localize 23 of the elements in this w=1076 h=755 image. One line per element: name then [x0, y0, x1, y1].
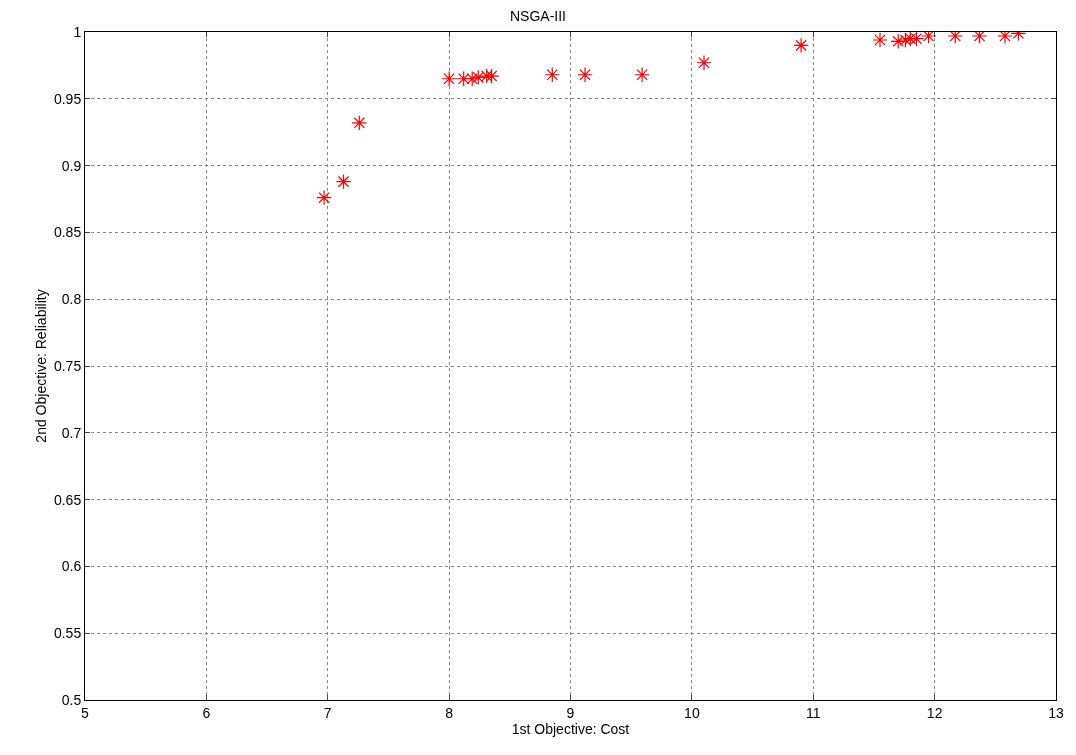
- chart-title: NSGA-III: [509, 8, 567, 25]
- y-tick-label: 0.9: [61, 157, 82, 174]
- y-axis-title: 2nd Objective: Reliability: [32, 289, 49, 443]
- x-axis-title: 1st Objective: Cost: [511, 721, 630, 738]
- y-tick-label: 0.7: [61, 424, 82, 441]
- y-tick-label: 0.5: [61, 691, 82, 708]
- y-tick-label: 0.85: [53, 224, 82, 241]
- x-tick-label: 12: [926, 704, 943, 721]
- x-tick-label: 10: [684, 704, 700, 721]
- y-tick-label: 0.65: [53, 491, 82, 508]
- y-tick-label: 1: [73, 23, 82, 40]
- x-tick-label: 11: [805, 704, 821, 721]
- x-tick-label: 13: [1048, 704, 1064, 721]
- x-tick-label: 5: [81, 704, 90, 721]
- x-tick-label: 9: [566, 704, 575, 721]
- x-tick-label: 7: [323, 704, 332, 721]
- y-tick-label: 0.95: [53, 90, 82, 107]
- x-tick-label: 6: [202, 704, 211, 721]
- y-tick-label: 0.6: [61, 558, 82, 575]
- y-tick-label: 0.75: [53, 357, 82, 374]
- y-tick-label: 0.8: [61, 291, 82, 308]
- y-tick-label: 0.55: [53, 625, 82, 642]
- x-tick-label: 8: [445, 704, 454, 721]
